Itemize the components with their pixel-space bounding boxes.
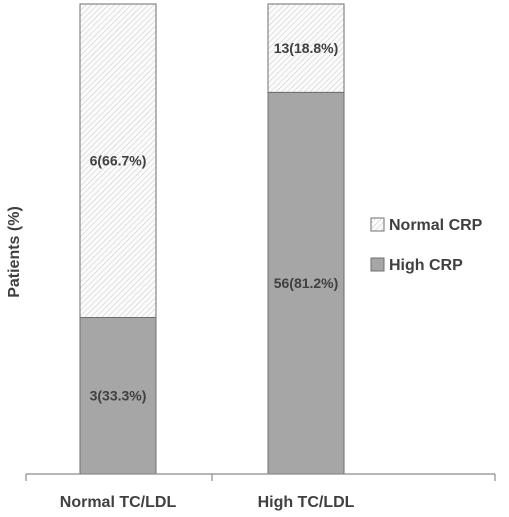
bar-normal-crp-normal-tc-ldl — [79, 3, 157, 318]
y-axis-label: Patients (%) — [6, 206, 23, 298]
data-label-normal-crp-high-tc-ldl: 13(18.8%) — [274, 40, 339, 56]
legend-label-high-crp: High CRP — [389, 257, 463, 274]
data-label-high-crp-high-tc-ldl: 56(81.2%) — [274, 275, 339, 291]
bar-normal-crp-high-tc-ldl — [267, 3, 345, 93]
legend-swatch-normal-crp — [370, 217, 385, 232]
legend-label-normal-crp: Normal CRP — [389, 217, 483, 234]
x-tick-label-high-tc-ldl: High TC/LDL — [258, 494, 355, 511]
legend-swatch-high-crp — [370, 257, 385, 272]
bars-layer — [79, 3, 345, 475]
legend: Normal CRP High CRP — [370, 217, 483, 274]
bar-high-crp-normal-tc-ldl — [79, 316, 157, 475]
x-tick-layer: Normal TC/LDL High TC/LDL — [25, 474, 496, 511]
data-label-high-crp-normal-tc-ldl: 3(33.3%) — [90, 388, 147, 404]
data-label-normal-crp-normal-tc-ldl: 6(66.7%) — [90, 153, 147, 169]
data-label-layer: 3(33.3%) 6(66.7%) 56(81.2%) 13(18.8%) — [90, 40, 339, 404]
x-tick-label-normal-tc-ldl: Normal TC/LDL — [60, 494, 177, 511]
